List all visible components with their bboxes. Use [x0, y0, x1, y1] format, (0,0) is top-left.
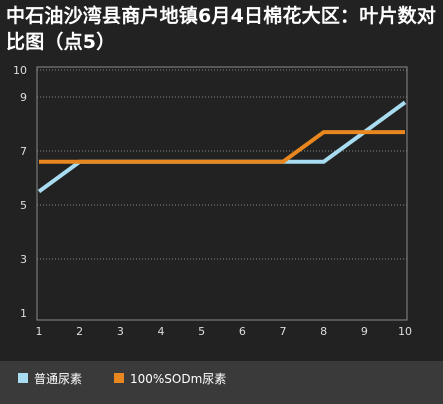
y-tick-label-1: 1: [20, 307, 27, 320]
legend-swatch-series-2: [114, 373, 124, 383]
x-axis-ticks: 1 2 3 4 5 6 7 8 9 10: [36, 325, 413, 338]
line-chart: 1 3 5 7 9 10 1 2 3 4 5 6 7 8 9 10: [13, 64, 413, 338]
legend-label-series-2: 100%SODm尿素: [130, 371, 227, 386]
x-tick-label-8: 8: [320, 325, 327, 338]
y-tick-label-9: 9: [20, 91, 27, 104]
x-tick-label-2: 2: [76, 325, 83, 338]
x-tick-label-5: 5: [198, 325, 205, 338]
y-tick-label-5: 5: [20, 199, 27, 212]
y-tick-label-10: 10: [13, 64, 27, 77]
series-lines: [37, 100, 407, 194]
y-tick-label-3: 3: [20, 253, 27, 266]
y-axis-ticks: 1 3 5 7 9 10: [13, 64, 27, 320]
plot-area: [36, 66, 408, 321]
series-line-2: [39, 130, 405, 164]
legend-label-series-1: 普通尿素: [34, 371, 83, 386]
x-tick-label-6: 6: [239, 325, 246, 338]
x-tick-label-3: 3: [117, 325, 124, 338]
legend-swatch-series-1: [18, 373, 28, 383]
x-tick-label-1: 1: [36, 325, 43, 338]
legend-item-series-1[interactable]: 普通尿素: [18, 370, 82, 386]
x-tick-label-4: 4: [158, 325, 165, 338]
x-tick-label-7: 7: [280, 325, 287, 338]
chart-title: 中石油沙湾县商户地镇6月4日棉花大区：叶片数对比图（点5）: [6, 5, 437, 53]
legend-item-series-2[interactable]: 100%SODm尿素: [114, 370, 226, 386]
x-tick-label-10: 10: [398, 325, 412, 338]
x-tick-label-9: 9: [361, 325, 368, 338]
legend: 普通尿素 100%SODm尿素: [0, 361, 443, 404]
y-tick-label-7: 7: [20, 145, 27, 158]
